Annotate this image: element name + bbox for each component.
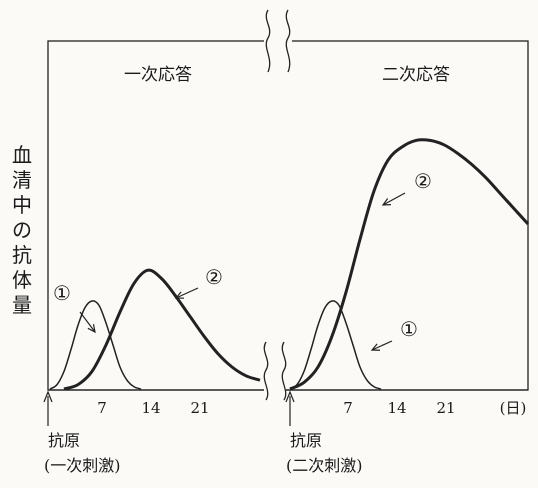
ylabel-char: 抗 xyxy=(12,243,32,267)
stimulus-label-primary: (一次刺激) xyxy=(44,456,121,475)
panel-title-primary: 一次応答 xyxy=(124,65,192,85)
callout-arrow-secondary-2 xyxy=(382,192,406,206)
stimulus-label-secondary: (二次刺激) xyxy=(286,456,363,475)
ylabel-char: 清 xyxy=(12,168,32,192)
antigen-label-primary: 抗原 xyxy=(48,431,80,450)
callout-arrow-primary-2 xyxy=(175,287,199,299)
callout-arrowhead-secondary-1 xyxy=(370,343,381,351)
callout-arrowhead-secondary-2 xyxy=(381,198,392,206)
callout-label-primary-1: ① xyxy=(53,281,71,305)
tick-14-secondary: 14 xyxy=(387,399,406,417)
tick-14-primary: 14 xyxy=(141,399,160,417)
ylabel-char: 中 xyxy=(12,193,32,217)
tick-7-secondary: 7 xyxy=(343,399,353,417)
series-layer xyxy=(49,138,530,391)
bottom-break-gap xyxy=(264,380,286,400)
callout-label-secondary-2: ② xyxy=(414,169,432,193)
callout-arrow-secondary-1 xyxy=(371,340,393,351)
callout-label-primary-2: ② xyxy=(205,265,223,289)
tick-7-primary: 7 xyxy=(97,399,107,417)
series-secondary-2-line xyxy=(289,138,530,391)
plot-frame xyxy=(47,40,529,391)
tick-21-primary: 21 xyxy=(190,399,209,417)
antigen-arrow-primary xyxy=(43,390,53,426)
series-primary-1-line xyxy=(49,300,142,390)
tick-21-secondary: 21 xyxy=(436,399,455,417)
callout-arrowhead-primary-1 xyxy=(87,324,96,334)
callout-arrow-primary-1 xyxy=(79,311,96,333)
top-break-mark-left xyxy=(265,9,271,73)
antigen-label-secondary: 抗原 xyxy=(290,431,322,450)
panel-title-secondary: 二次応答 xyxy=(382,65,450,85)
ylabel-char: 体 xyxy=(12,268,32,292)
callout-label-secondary-1: ① xyxy=(400,317,418,341)
bottom-break-mark-left xyxy=(263,341,269,401)
callout-arrowhead-primary-2 xyxy=(174,291,185,299)
ylabel-char: の xyxy=(12,218,32,242)
antigen-arrow-secondary xyxy=(285,390,295,426)
bottom-break-mark-right xyxy=(281,341,287,401)
x-unit-label: (日) xyxy=(500,399,527,417)
callout-layer: ① ② ② ① xyxy=(53,169,432,351)
ylabel-char: 量 xyxy=(12,293,32,317)
series-secondary-1-line xyxy=(289,300,382,390)
ylabel: 血清中の抗体量 xyxy=(12,143,32,317)
top-break-mark-right xyxy=(285,9,291,73)
ylabel-char: 血 xyxy=(12,143,32,167)
series-primary-2-line xyxy=(63,268,261,391)
